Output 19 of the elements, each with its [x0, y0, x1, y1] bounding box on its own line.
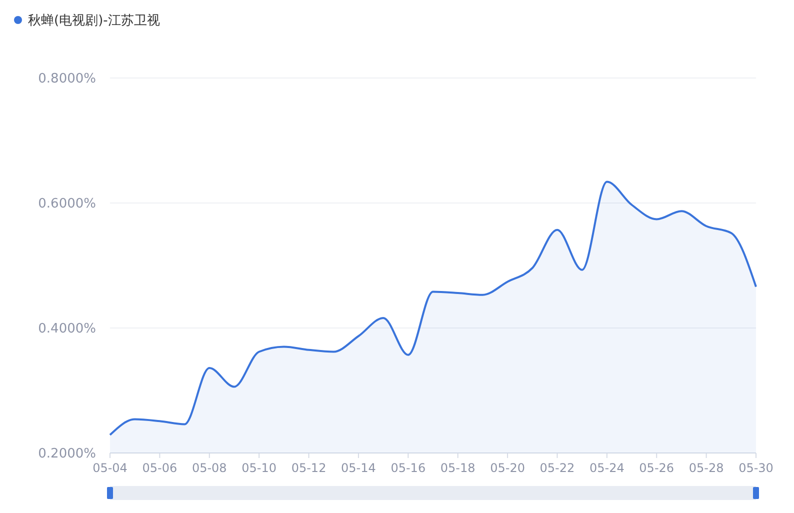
x-tick-label: 05-06	[142, 461, 178, 475]
legend-label: 秋蝉(电视剧)-江苏卫视	[28, 14, 160, 29]
x-tick-label: 05-10	[242, 461, 277, 475]
x-tick-label: 05-28	[688, 461, 724, 475]
y-tick-label: 0.2000%	[38, 446, 96, 462]
y-tick-label: 0.6000%	[38, 196, 96, 212]
y-tick-label: 0.8000%	[38, 72, 96, 87]
x-tick-label: 05-24	[589, 461, 624, 475]
x-tick-label: 05-04	[92, 461, 128, 475]
x-tick-label: 05-12	[291, 461, 326, 475]
x-tick-label: 05-30	[738, 461, 774, 475]
x-tick-label: 05-16	[390, 461, 426, 475]
x-tick-label: 05-18	[440, 461, 476, 475]
x-tick-label: 05-14	[341, 461, 376, 475]
x-tick-label: 05-26	[639, 461, 674, 475]
y-tick-label: 0.4000%	[38, 322, 96, 337]
x-tick-label: 05-22	[540, 461, 575, 475]
x-tick-label: 05-08	[192, 461, 227, 475]
x-tick-label: 05-20	[490, 461, 525, 475]
